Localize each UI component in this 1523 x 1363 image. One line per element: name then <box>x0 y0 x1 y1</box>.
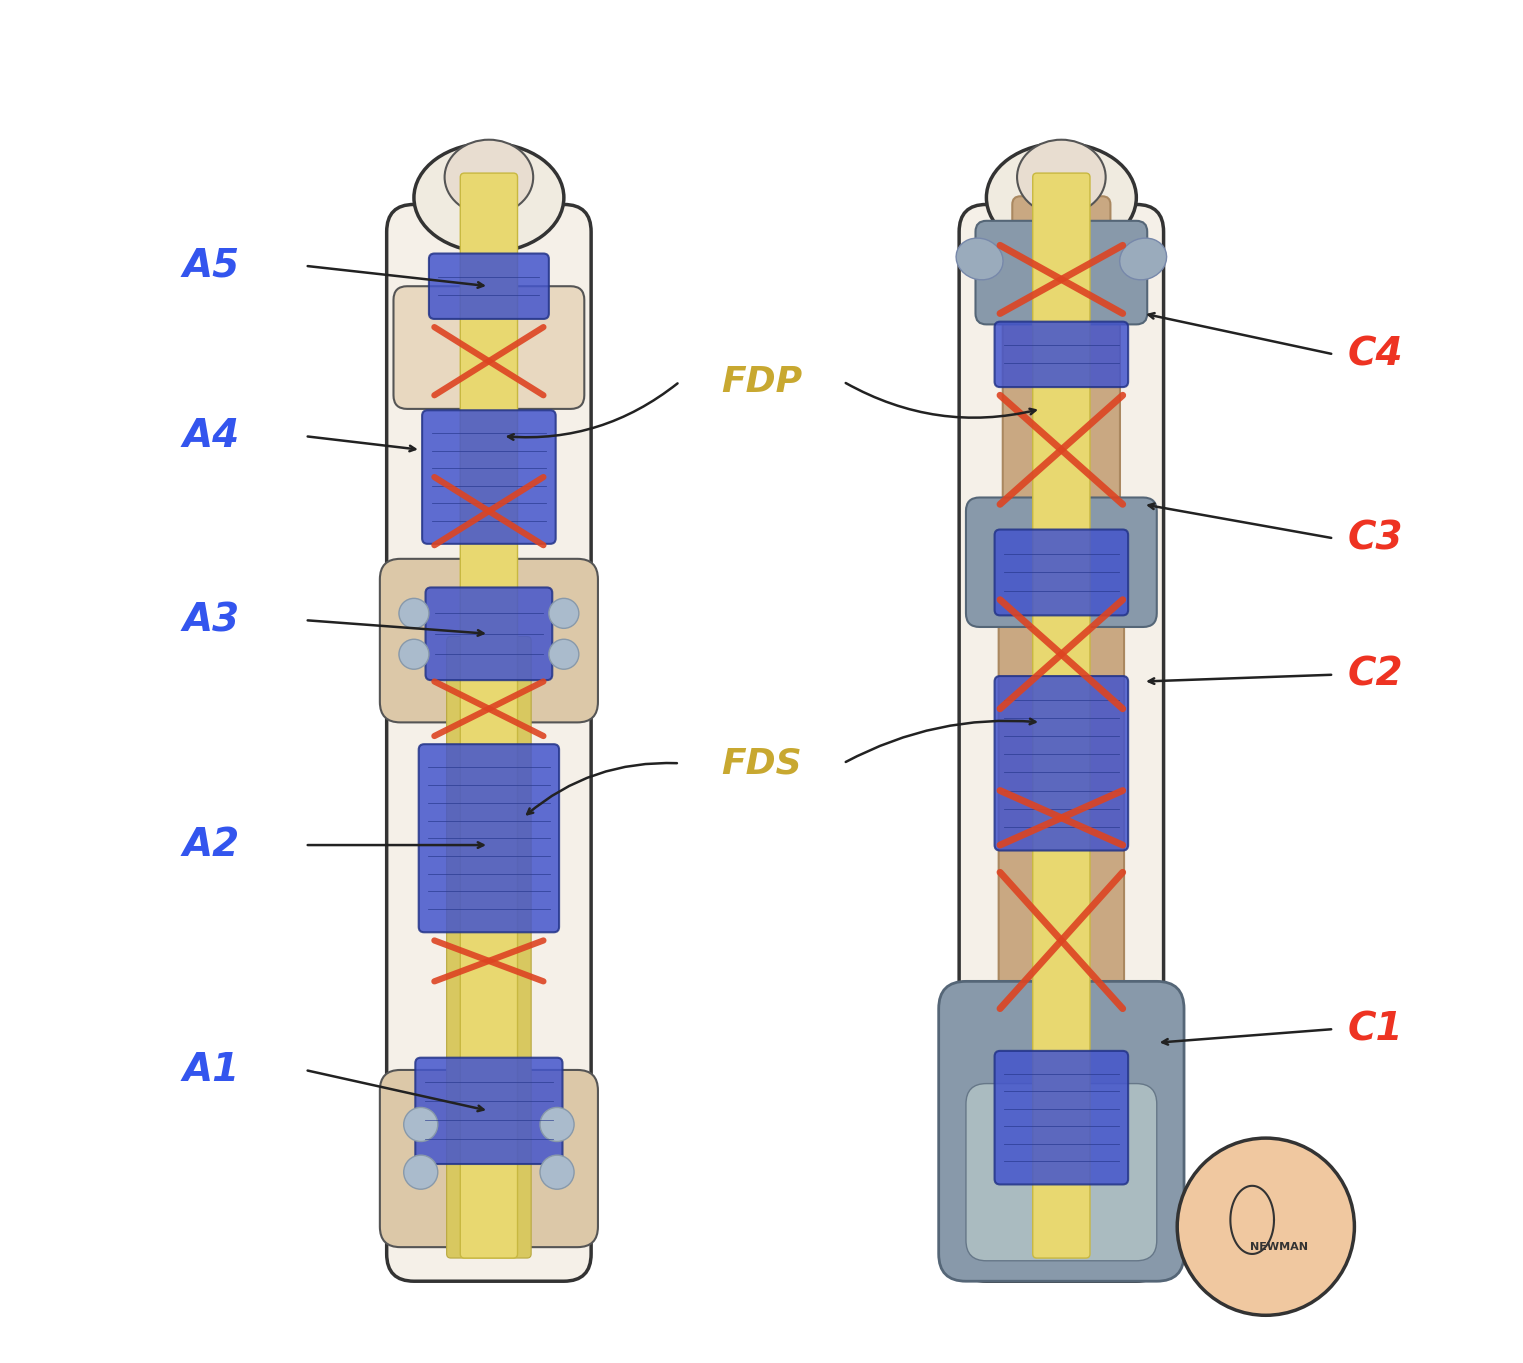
FancyBboxPatch shape <box>393 286 585 409</box>
FancyBboxPatch shape <box>379 559 599 722</box>
Text: A3: A3 <box>183 601 239 639</box>
Ellipse shape <box>541 1156 574 1189</box>
Text: A2: A2 <box>183 826 239 864</box>
Text: FDS: FDS <box>722 747 801 780</box>
Text: FDP: FDP <box>720 365 803 398</box>
Ellipse shape <box>541 1107 574 1142</box>
Ellipse shape <box>1017 140 1106 215</box>
Ellipse shape <box>404 1107 437 1142</box>
FancyBboxPatch shape <box>966 497 1157 627</box>
Text: C1: C1 <box>1348 1010 1403 1048</box>
FancyBboxPatch shape <box>379 1070 599 1247</box>
Ellipse shape <box>445 140 533 215</box>
Text: C2: C2 <box>1348 656 1403 694</box>
FancyBboxPatch shape <box>1002 275 1119 529</box>
Ellipse shape <box>956 239 1004 279</box>
FancyBboxPatch shape <box>387 204 591 1281</box>
FancyBboxPatch shape <box>422 410 556 544</box>
Text: NEWMAN: NEWMAN <box>1250 1242 1308 1253</box>
FancyBboxPatch shape <box>419 744 559 932</box>
FancyBboxPatch shape <box>416 1058 562 1164</box>
Text: C4: C4 <box>1348 335 1403 373</box>
Text: A5: A5 <box>183 247 239 285</box>
FancyBboxPatch shape <box>429 254 548 319</box>
Text: A4: A4 <box>183 417 239 455</box>
Circle shape <box>1177 1138 1354 1315</box>
FancyBboxPatch shape <box>995 530 1129 616</box>
FancyBboxPatch shape <box>446 637 532 1258</box>
Text: A1: A1 <box>183 1051 239 1089</box>
FancyBboxPatch shape <box>976 221 1147 324</box>
FancyBboxPatch shape <box>995 676 1129 851</box>
FancyBboxPatch shape <box>425 587 553 680</box>
FancyBboxPatch shape <box>460 173 518 1258</box>
Ellipse shape <box>548 639 579 669</box>
FancyBboxPatch shape <box>938 981 1183 1281</box>
FancyBboxPatch shape <box>966 1084 1157 1261</box>
FancyBboxPatch shape <box>959 204 1164 1281</box>
Ellipse shape <box>414 143 564 252</box>
FancyBboxPatch shape <box>1013 196 1110 294</box>
Ellipse shape <box>399 598 429 628</box>
FancyBboxPatch shape <box>999 575 1124 1033</box>
FancyBboxPatch shape <box>995 1051 1129 1184</box>
Ellipse shape <box>987 143 1136 252</box>
FancyBboxPatch shape <box>995 322 1129 387</box>
Ellipse shape <box>404 1156 437 1189</box>
FancyBboxPatch shape <box>1033 173 1090 1258</box>
Ellipse shape <box>548 598 579 628</box>
Text: C3: C3 <box>1348 519 1403 557</box>
Ellipse shape <box>1119 239 1167 279</box>
Ellipse shape <box>399 639 429 669</box>
